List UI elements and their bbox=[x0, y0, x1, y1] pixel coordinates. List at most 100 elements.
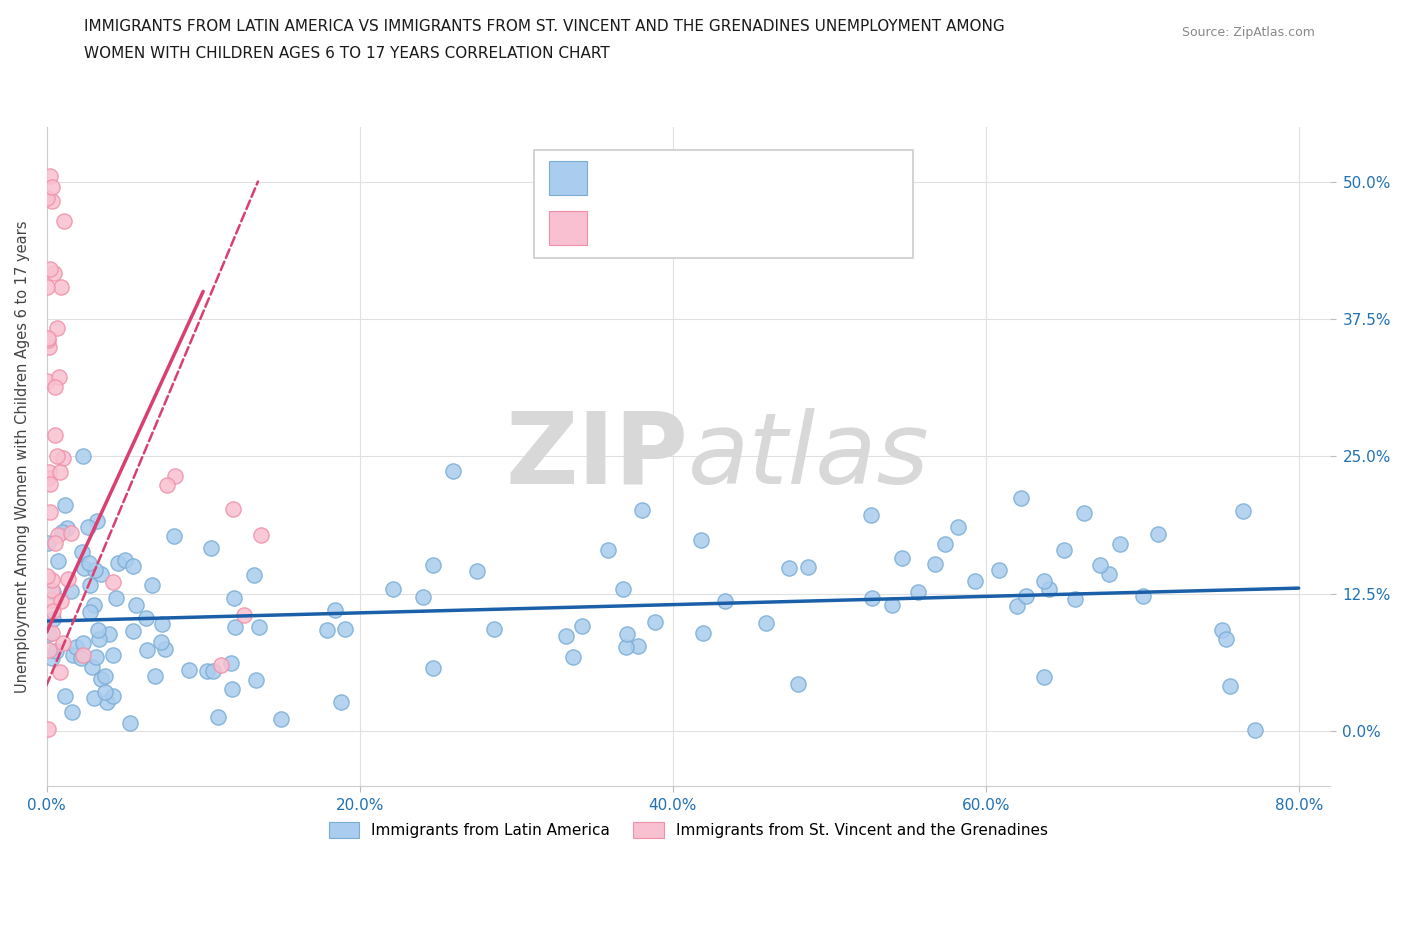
Point bbox=[316, 622, 339, 637]
Point bbox=[1132, 589, 1154, 604]
Point bbox=[49, 280, 72, 295]
Point bbox=[46, 448, 69, 463]
Point bbox=[465, 564, 488, 578]
Point bbox=[571, 619, 593, 634]
Point bbox=[1073, 505, 1095, 520]
Text: ZIP: ZIP bbox=[506, 407, 689, 505]
Point bbox=[38, 339, 60, 354]
Point bbox=[42, 604, 65, 618]
Point bbox=[38, 476, 60, 491]
Point bbox=[37, 280, 59, 295]
Point bbox=[177, 663, 200, 678]
Point bbox=[627, 638, 650, 653]
Point bbox=[136, 643, 159, 658]
Point bbox=[122, 558, 145, 573]
Point bbox=[1090, 557, 1112, 572]
Point bbox=[422, 557, 444, 572]
Point bbox=[219, 656, 242, 671]
Point bbox=[37, 536, 59, 551]
Point bbox=[35, 569, 58, 584]
Point bbox=[195, 664, 218, 679]
Point bbox=[83, 691, 105, 706]
Point bbox=[93, 685, 115, 700]
Point bbox=[86, 513, 108, 528]
Point bbox=[755, 616, 778, 631]
Point bbox=[1063, 591, 1085, 606]
Point bbox=[59, 525, 82, 540]
Point bbox=[1215, 631, 1237, 646]
Point bbox=[596, 543, 619, 558]
Point bbox=[90, 671, 112, 686]
Point bbox=[45, 320, 67, 335]
Point bbox=[890, 551, 912, 565]
Point bbox=[35, 191, 58, 206]
Point bbox=[1032, 670, 1054, 684]
Legend: Immigrants from Latin America, Immigrants from St. Vincent and the Grenadines: Immigrants from Latin America, Immigrant… bbox=[322, 816, 1054, 844]
Point bbox=[612, 582, 634, 597]
Point bbox=[614, 640, 637, 655]
Point bbox=[561, 650, 583, 665]
Point bbox=[150, 617, 173, 631]
Point bbox=[224, 619, 246, 634]
Point bbox=[49, 664, 72, 679]
Point bbox=[422, 660, 444, 675]
Point bbox=[37, 331, 59, 346]
Point bbox=[72, 544, 94, 559]
Point bbox=[62, 647, 84, 662]
Text: Source: ZipAtlas.com: Source: ZipAtlas.com bbox=[1181, 26, 1315, 39]
Point bbox=[37, 721, 59, 736]
Point bbox=[245, 672, 267, 687]
Point bbox=[56, 521, 79, 536]
Point bbox=[51, 525, 73, 539]
Text: IMMIGRANTS FROM LATIN AMERICA VS IMMIGRANTS FROM ST. VINCENT AND THE GRENADINES : IMMIGRANTS FROM LATIN AMERICA VS IMMIGRA… bbox=[84, 19, 1005, 33]
Point bbox=[163, 528, 186, 543]
Point bbox=[60, 704, 83, 719]
Point bbox=[52, 635, 75, 650]
Point bbox=[122, 623, 145, 638]
Point bbox=[69, 651, 91, 666]
Point bbox=[80, 659, 103, 674]
Point bbox=[243, 567, 266, 582]
Point bbox=[77, 519, 100, 534]
Point bbox=[41, 193, 63, 208]
Point bbox=[1219, 679, 1241, 694]
Point bbox=[39, 262, 62, 277]
Point bbox=[41, 625, 63, 640]
Point bbox=[90, 566, 112, 581]
Point bbox=[412, 590, 434, 604]
Point bbox=[441, 463, 464, 478]
Point bbox=[1243, 723, 1265, 737]
Point bbox=[96, 695, 118, 710]
Point bbox=[232, 607, 254, 622]
Point bbox=[201, 663, 224, 678]
Point bbox=[93, 669, 115, 684]
Point bbox=[103, 688, 125, 703]
Point bbox=[156, 478, 179, 493]
Point bbox=[49, 594, 72, 609]
Point bbox=[97, 626, 120, 641]
Point bbox=[49, 465, 72, 480]
Point bbox=[42, 266, 65, 281]
Point bbox=[72, 448, 94, 463]
Point bbox=[38, 464, 60, 479]
Point bbox=[786, 677, 808, 692]
Point bbox=[153, 642, 176, 657]
Point bbox=[38, 168, 60, 183]
Point bbox=[41, 583, 63, 598]
Point bbox=[52, 450, 75, 465]
Point bbox=[163, 469, 186, 484]
Point bbox=[60, 583, 83, 598]
Point bbox=[72, 648, 94, 663]
Point bbox=[84, 649, 107, 664]
Point bbox=[41, 573, 63, 588]
Point bbox=[41, 651, 63, 666]
Point bbox=[79, 604, 101, 619]
Point bbox=[200, 540, 222, 555]
Point bbox=[42, 611, 65, 626]
Point bbox=[323, 603, 346, 618]
Point bbox=[83, 598, 105, 613]
Point bbox=[631, 503, 654, 518]
Point bbox=[1015, 589, 1038, 604]
Point bbox=[73, 561, 96, 576]
Point bbox=[55, 498, 77, 512]
